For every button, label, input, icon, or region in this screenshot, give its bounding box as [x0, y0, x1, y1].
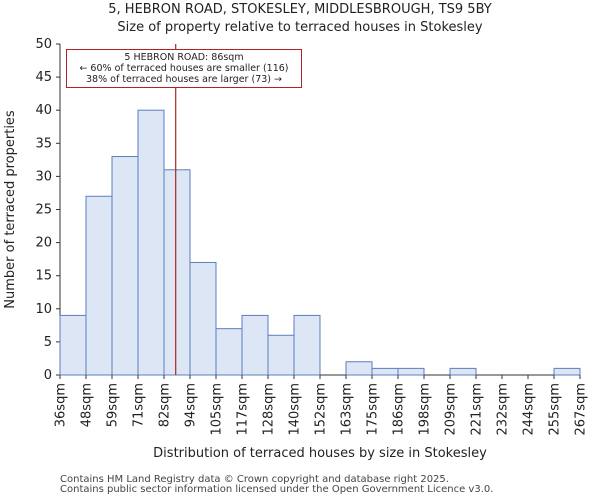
y-tick-label: 10 [35, 302, 52, 317]
y-tick-label: 15 [35, 269, 52, 284]
x-tick-label: 267sqm [574, 383, 589, 436]
x-tick-label: 82sqm [158, 383, 173, 427]
histogram-bar [293, 314, 321, 376]
annotation-larger-share: 38% of terraced houses are larger (73) → [86, 74, 282, 85]
chart-title: Size of property relative to terraced ho… [117, 20, 483, 35]
y-tick-label: 30 [35, 169, 52, 184]
y-tick-label: 50 [35, 37, 52, 52]
x-tick-label: 221sqm [470, 383, 485, 436]
histogram-bar [449, 367, 477, 376]
histogram-bar [85, 195, 113, 376]
annotation-property-label: 5 HEBRON ROAD: 86sqm [124, 52, 244, 63]
x-tick-label: 105sqm [210, 383, 225, 436]
histogram-bar [553, 367, 581, 376]
x-tick-label: 117sqm [236, 383, 251, 436]
y-tick-label: 40 [35, 103, 52, 118]
histogram-bar [241, 314, 269, 376]
x-tick-label: 209sqm [444, 383, 459, 436]
histogram-bar [215, 328, 243, 376]
histogram-bar [189, 261, 217, 376]
annotation-smaller-share: ← 60% of terraced houses are smaller (11… [79, 63, 289, 74]
histogram-bar [163, 169, 191, 376]
x-tick-label: 244sqm [522, 383, 537, 436]
histogram-chart: 0 5 10 15 20 25 30 35 40 45 50 36sqm 48sqm 59sqm 71sqm… [3, 37, 589, 461]
x-tick-label: 140sqm [288, 383, 303, 436]
y-tick-label: 25 [35, 203, 52, 218]
x-tick-label: 128sqm [262, 383, 277, 436]
x-tick-label: 59sqm [106, 383, 121, 427]
histogram-bar [371, 367, 399, 376]
x-tick-label: 175sqm [366, 383, 381, 436]
y-tick-label: 35 [35, 136, 52, 151]
y-tick-label: 5 [44, 335, 52, 350]
x-tick-label: 186sqm [392, 383, 407, 436]
y-tick-label: 0 [44, 368, 52, 383]
x-tick-label: 71sqm [132, 383, 147, 427]
chart-title-address: 5, HEBRON ROAD, STOKESLEY, MIDDLESBROUGH… [108, 2, 492, 17]
y-tick-label: 45 [35, 70, 52, 85]
property-annotation-box: 5 HEBRON ROAD: 86sqm ← 60% of terraced h… [66, 49, 302, 88]
x-tick-label: 36sqm [54, 383, 69, 427]
footer-copyright: Contains HM Land Registry data © Crown c… [60, 474, 449, 485]
histogram-bar [137, 109, 165, 376]
x-tick-label: 94sqm [184, 383, 199, 427]
histogram-bar [267, 334, 295, 376]
y-axis-label: Number of terraced properties [3, 110, 18, 309]
histogram-bar [59, 314, 87, 376]
y-tick-label: 20 [35, 236, 52, 251]
x-tick-label: 152sqm [314, 383, 329, 436]
histogram-bar [111, 156, 139, 376]
footer-licence: Contains public sector information licen… [60, 484, 494, 495]
x-tick-label: 198sqm [418, 383, 433, 436]
x-tick-label: 232sqm [496, 383, 511, 436]
histogram-bar [345, 361, 373, 376]
x-tick-label: 163sqm [340, 383, 355, 436]
x-tick-label: 255sqm [548, 383, 563, 436]
x-axis-label: Distribution of terraced houses by size … [153, 446, 487, 461]
histogram-bar [397, 367, 425, 376]
x-tick-label: 48sqm [80, 383, 95, 427]
